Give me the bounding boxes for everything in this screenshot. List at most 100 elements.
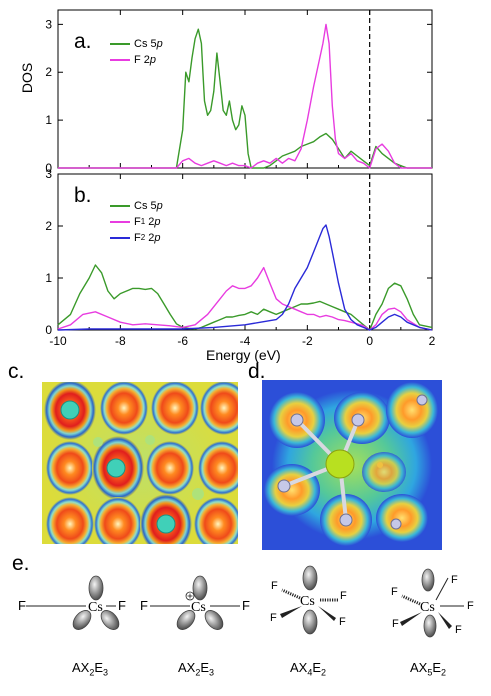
formula-4: AX5E2 <box>410 660 446 678</box>
formula-4-sub2: 2 <box>441 667 447 678</box>
cs-label-s4: Cs <box>420 600 435 615</box>
density-map-d-graphic <box>262 380 442 550</box>
y-tick-label: 1 <box>45 113 52 127</box>
panel-label-a: a. <box>74 30 92 53</box>
density-map-c-graphic <box>42 382 238 544</box>
lone-pair-lobe <box>421 568 435 592</box>
legend-a-label-f: F 2 <box>134 54 150 66</box>
formula-2-sub1: 2 <box>195 667 201 678</box>
formula-4-main: AX <box>410 660 428 675</box>
hashed-bond <box>401 594 421 606</box>
y-tick-label: 1 <box>45 271 52 285</box>
formula-4-mid: E <box>432 660 442 675</box>
structure-3 <box>280 565 338 635</box>
legend-b-label-f1-sub: 1 <box>140 217 146 226</box>
series-line-0-1 <box>58 23 432 169</box>
y-tick-label: 0 <box>45 323 52 337</box>
f-label-s3-c: F <box>270 612 277 624</box>
structure-4 <box>400 568 464 638</box>
lone-pair-lobe <box>176 610 196 630</box>
formula-1-sub1: 2 <box>89 667 95 678</box>
legend-a-label-cs: Cs 5 <box>134 38 157 50</box>
f-label-s4-c: F <box>467 600 474 612</box>
lone-pair-lobe <box>100 610 120 630</box>
legend-b-label-cs-orbital: p <box>156 200 163 212</box>
y-tick-label: 3 <box>45 167 52 181</box>
wedge-bond <box>280 606 302 618</box>
legend-b-label-f2: F <box>134 232 141 244</box>
f-label-s4-a: F <box>391 586 398 598</box>
formula-3-mid: E <box>312 660 322 675</box>
lone-pair-lobe <box>88 575 104 601</box>
panel-label-b: b. <box>74 184 92 207</box>
plot-frame <box>57 9 433 169</box>
legend-b-label-f2-sub: 2 <box>140 233 146 242</box>
formula-3: AX4E2 <box>290 660 326 678</box>
legend-a-label-f-orbital: p <box>149 54 157 66</box>
panel-label-c: c. <box>8 360 25 383</box>
legend-b-swatch-cs <box>110 205 130 207</box>
f-label-s3-d: F <box>339 616 346 628</box>
electron-density-map-d <box>262 380 442 550</box>
formula-3-sub1: 4 <box>307 667 313 678</box>
dos-chart-a: 0 1 2 3 <box>45 9 433 175</box>
cs-label-s1: Cs <box>88 600 103 615</box>
x-tick-label: -4 <box>240 334 251 348</box>
wedge-bond <box>400 612 422 626</box>
vsepr-structures <box>26 565 464 638</box>
f-label-s2-left: F <box>140 598 148 613</box>
wedge-bond <box>318 606 336 621</box>
legend-b-label-f1: F <box>134 216 141 228</box>
legend-b-label-f2-orbital: p <box>154 232 161 244</box>
formula-1-main: AX <box>72 660 90 675</box>
series-line-0-0 <box>58 28 432 169</box>
f-label-s2-right: F <box>242 598 250 613</box>
lone-pair-lobe <box>302 565 318 591</box>
f-label-s4-e: F <box>455 624 462 636</box>
wedge-bond <box>438 612 452 629</box>
cs-label-s2: Cs <box>191 600 206 615</box>
f-label-s3-b: F <box>340 590 347 602</box>
legend-b-label-f2-rest: 2 <box>145 232 155 244</box>
legend-b-label-cs: Cs 5 <box>134 200 157 212</box>
atoms-d <box>277 394 428 530</box>
formula-3-sub2: 2 <box>321 667 327 678</box>
x-tick-label: -8 <box>115 334 126 348</box>
legend-a-label-cs-orbital: p <box>156 38 163 50</box>
x-tick-label: -10 <box>49 334 67 348</box>
legend-b-swatch-f2 <box>110 237 130 239</box>
lone-pair-lobe <box>204 610 224 630</box>
formula-1-mid: E <box>94 660 104 675</box>
x-tick-label: 0 <box>366 334 373 348</box>
y-tick-label: 2 <box>45 219 52 233</box>
bond-line <box>435 577 449 601</box>
legend-a-swatch-cs <box>110 43 130 45</box>
f-label-s3-a: F <box>271 580 278 592</box>
cs-label-s3: Cs <box>300 594 315 609</box>
charge-symbol <box>185 591 195 601</box>
x-tick-label: 2 <box>429 334 436 348</box>
lone-pair-lobe <box>192 575 208 601</box>
y-tick-label: 2 <box>45 65 52 79</box>
formula-2: AX2E3 <box>178 660 214 678</box>
panel-label-d: d. <box>248 360 266 383</box>
formula-1-sub2: 3 <box>103 667 109 678</box>
formula-3-main: AX <box>290 660 308 675</box>
series-line-1-2 <box>57 224 433 331</box>
cs-atoms-c <box>60 400 204 534</box>
x-tick-label: -6 <box>177 334 188 348</box>
density-blobs <box>44 382 238 544</box>
f-label-s1-left: F <box>18 598 26 613</box>
legend-b-label-f1-rest: 2 <box>145 216 155 228</box>
formula-2-main: AX <box>178 660 196 675</box>
series-line-1-1 <box>57 266 433 331</box>
formula-2-mid: E <box>200 660 210 675</box>
legend-b-label-f1-orbital: p <box>154 216 161 228</box>
y-tick-label: 0 <box>45 161 52 175</box>
